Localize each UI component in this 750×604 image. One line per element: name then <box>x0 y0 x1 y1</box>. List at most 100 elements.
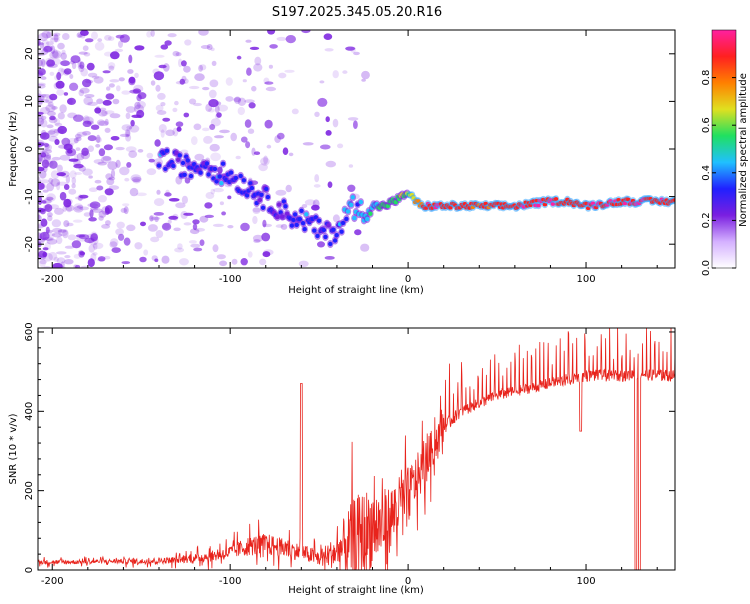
spectrogram-track-core <box>292 212 298 217</box>
spectrogram-cell <box>233 97 242 103</box>
spectrogram-cell <box>63 92 69 96</box>
spectrogram-cell <box>83 96 93 106</box>
spectrogram-track-core <box>316 218 322 223</box>
spectrogram-cell <box>39 99 50 103</box>
spectrogram-cell <box>103 144 113 151</box>
colorbar-tick-label: 0.2 <box>701 212 712 228</box>
spectrogram-cell <box>110 51 120 60</box>
spectrogram-cell <box>236 55 242 60</box>
spectrogram-cell <box>89 209 94 218</box>
spectrogram-cell <box>124 128 131 138</box>
spectrogram-track-core <box>275 214 280 220</box>
snr-xtick-label: 0 <box>405 576 411 587</box>
spectrogram-cell <box>221 211 227 216</box>
spectrogram-cell <box>119 133 130 137</box>
spectrogram-cell <box>69 170 77 179</box>
spectrogram-cell <box>237 106 245 116</box>
snr-ytick-label: 400 <box>24 402 35 421</box>
spectrogram-cell <box>49 71 55 76</box>
spectrogram-cell <box>172 107 178 113</box>
spectrogram-cell <box>42 247 49 251</box>
spectrogram-cell <box>88 236 99 246</box>
spectrogram-cell <box>237 97 246 107</box>
snr-ytick-label: 0 <box>24 567 35 573</box>
spectrogram-cell <box>38 117 45 126</box>
spectrogram-cell <box>278 72 287 79</box>
spectrogram-cell <box>325 130 332 136</box>
spectrogram-cell <box>277 132 285 140</box>
spectrogram-cell <box>244 99 255 104</box>
spectrogram-cell <box>38 224 44 229</box>
spectrogram-cell <box>342 70 348 74</box>
spectrogram-cell <box>38 111 44 115</box>
spectrogram-cell <box>69 82 79 92</box>
spectrogram-cell <box>251 85 257 92</box>
spectrogram-cell <box>106 177 115 186</box>
spectrogram-cell <box>41 39 50 48</box>
spectrogram-cell <box>151 255 158 261</box>
spectrogram-cell <box>160 102 166 107</box>
spectrogram-cell <box>119 166 130 176</box>
spectrogram-track-core <box>352 215 357 221</box>
spectrogram-cell <box>181 60 187 67</box>
spectrogram-cell <box>87 258 95 268</box>
spectrogram-cell <box>240 222 250 232</box>
spectrogram-cell <box>38 70 44 77</box>
spectrogram-track-core <box>550 202 556 206</box>
spectrogram-cell <box>148 158 155 163</box>
spectrogram-cell <box>76 131 88 137</box>
spectrogram-track-core <box>300 221 306 226</box>
spectrogram-cell <box>110 169 116 179</box>
spectrogram-cell <box>38 157 41 162</box>
spectrogram-cell <box>53 256 59 263</box>
spectrogram-cell <box>125 129 131 137</box>
spectrogram-cell <box>40 183 46 190</box>
spectrogram-cell <box>108 36 115 41</box>
spectrogram-track-core <box>315 233 320 239</box>
spectrogram-cell <box>153 71 165 81</box>
spectrogram-cell <box>146 152 154 159</box>
spectrogram-cell <box>261 232 271 242</box>
spectrogram-cell <box>76 152 85 161</box>
spectrogram-ytick-label: -10 <box>24 188 35 204</box>
spectrogram-cell <box>67 97 76 105</box>
spectrogram-cell <box>82 45 89 51</box>
spectrogram-cell <box>38 89 42 98</box>
spectrogram-cell <box>208 99 219 108</box>
spectrogram-cell <box>102 156 112 161</box>
spectrogram-cell <box>39 260 47 265</box>
spectrogram-cell <box>242 79 247 83</box>
spectrogram-cell <box>47 130 56 135</box>
spectrogram-track-core <box>302 227 307 232</box>
spectrogram-cell <box>87 203 98 208</box>
spectrogram-cell <box>191 136 198 146</box>
spectrogram-cell <box>190 243 201 248</box>
spectrogram-track-core <box>553 197 559 201</box>
spectrogram-cell <box>252 215 258 225</box>
spectrogram-cell <box>249 46 260 51</box>
spectrogram-cell <box>46 238 58 245</box>
spectrogram-cell <box>199 239 205 246</box>
spectrogram-xtick-label: 100 <box>576 274 595 285</box>
spectrogram-cell <box>260 157 270 166</box>
spectrogram-cell <box>202 127 210 132</box>
spectrogram-cell <box>213 187 224 193</box>
spectrogram-cell <box>75 136 82 142</box>
spectrogram-track-core <box>164 148 170 153</box>
spectrogram-cell <box>347 117 359 121</box>
spectrogram-cell <box>219 201 224 206</box>
spectrogram-cell <box>288 152 294 157</box>
spectrogram-cell <box>320 144 331 150</box>
spectrogram-cell <box>172 127 179 137</box>
spectrogram-cell <box>47 101 54 107</box>
spectrogram-cell <box>108 185 120 191</box>
spectrogram-cell <box>104 34 112 41</box>
spectrogram-cell <box>79 194 89 199</box>
spectrogram-cell <box>192 223 198 231</box>
spectrogram-cell <box>211 60 217 66</box>
spectrogram-cell <box>285 184 292 193</box>
spectrogram-cell <box>210 188 216 195</box>
spectrogram-cell <box>98 120 109 127</box>
